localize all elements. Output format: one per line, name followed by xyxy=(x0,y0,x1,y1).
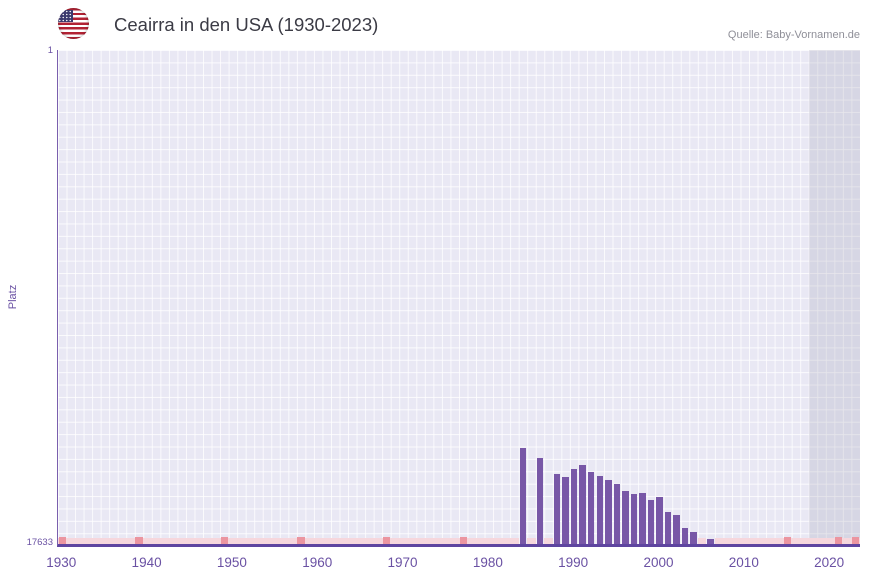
rank-bar-1988 xyxy=(553,474,561,544)
unranked-marker xyxy=(783,537,792,544)
rank-bar-1991 xyxy=(579,464,586,544)
unranked-band xyxy=(527,538,536,544)
x-tick-label-1980: 1980 xyxy=(472,555,503,570)
y-axis-tick-bottom: 17633 xyxy=(26,537,53,548)
rank-bar-1995 xyxy=(613,484,621,544)
us-flag-icon xyxy=(58,8,89,39)
y-axis-label: Platz xyxy=(7,284,19,310)
unranked-marker xyxy=(834,537,843,544)
rank-bar-1990 xyxy=(570,468,578,544)
rank-bar-1989 xyxy=(562,477,569,544)
rank-bar-1986 xyxy=(536,457,544,544)
rank-bar-1994 xyxy=(605,480,612,544)
x-tick-label-1940: 1940 xyxy=(131,555,162,570)
source-credit: Quelle: Baby-Vornamen.de xyxy=(727,29,860,41)
rank-bar-1984 xyxy=(519,447,527,544)
rank-bar-1997 xyxy=(630,494,638,544)
us-flag-canton xyxy=(58,10,73,22)
rank-bar-1996 xyxy=(622,491,629,544)
rank-bar-2006 xyxy=(707,538,714,544)
unranked-band xyxy=(58,538,519,544)
x-tick-label-2000: 2000 xyxy=(643,555,674,570)
unranked-band xyxy=(697,538,707,544)
rank-bar-1992 xyxy=(588,471,595,544)
unranked-marker xyxy=(851,537,860,544)
unranked-marker xyxy=(58,537,67,544)
plot-area xyxy=(57,50,860,547)
rank-bar-1993 xyxy=(596,475,603,544)
unranked-marker xyxy=(220,537,229,544)
unranked-marker xyxy=(382,537,391,544)
x-tick-label-1950: 1950 xyxy=(216,555,247,570)
x-axis-labels: 1930 1940 1950 1960 1970 1980 1990 2000 2010 2020 xyxy=(46,555,860,575)
rank-bar-2000 xyxy=(656,496,663,544)
x-tick-label-1970: 1970 xyxy=(387,555,418,570)
rank-bar-1998 xyxy=(639,492,646,544)
unranked-marker xyxy=(459,537,468,544)
unranked-marker xyxy=(297,537,305,544)
page-title: Ceairra in den USA (1930-2023) xyxy=(114,14,379,35)
rank-bar-2003 xyxy=(681,527,689,544)
unranked-band xyxy=(544,538,553,544)
x-tick-label-1930: 1930 xyxy=(46,555,77,570)
x-tick-label-1990: 1990 xyxy=(558,555,589,570)
x-tick-label-2020: 2020 xyxy=(814,555,845,570)
x-tick-label-1960: 1960 xyxy=(302,555,333,570)
rank-bar-2001 xyxy=(664,512,672,544)
rank-bar-2004 xyxy=(690,531,697,544)
unranked-marker xyxy=(135,537,143,544)
y-axis-tick-top: 1 xyxy=(47,45,53,56)
recent-years-shade xyxy=(808,50,860,544)
rank-bar-1999 xyxy=(647,499,655,544)
x-tick-label-2010: 2010 xyxy=(728,555,759,570)
rank-bar-2002 xyxy=(673,515,680,544)
